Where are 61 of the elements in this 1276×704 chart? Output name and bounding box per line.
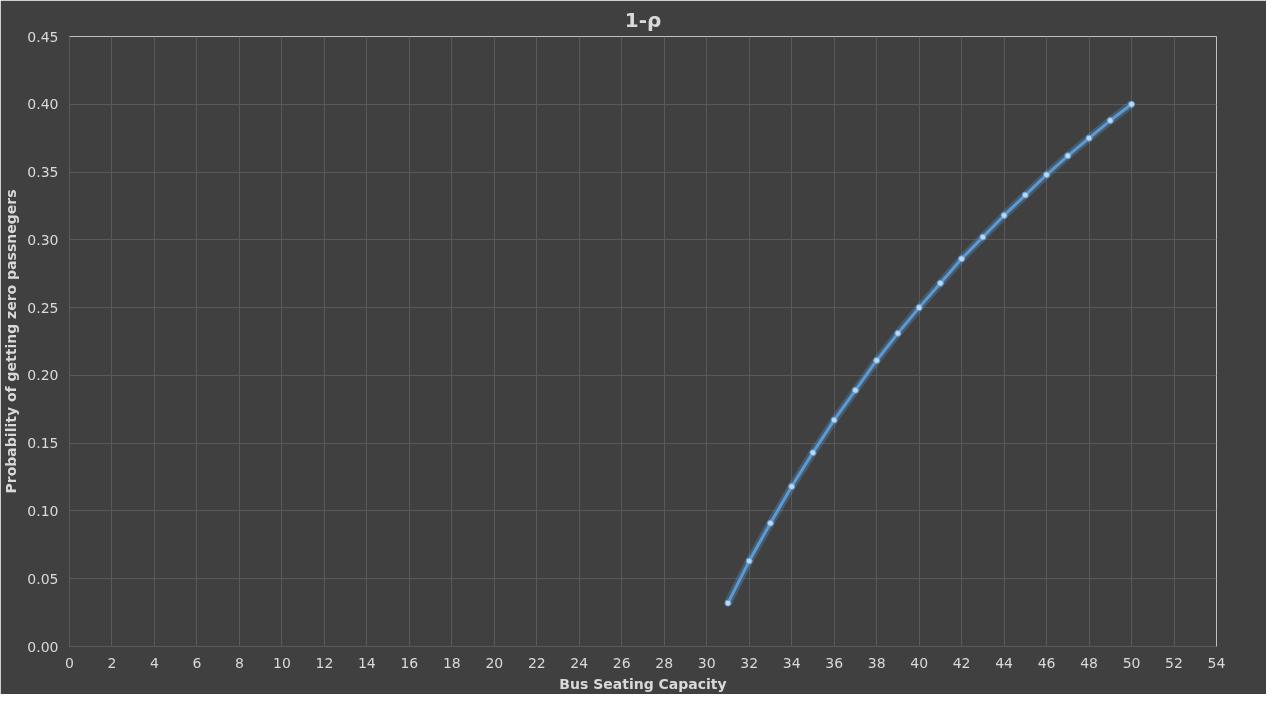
x-tick-label: 0 <box>65 654 74 671</box>
x-tick-label: 4 <box>150 654 160 671</box>
point <box>1085 134 1093 142</box>
point <box>894 329 902 337</box>
y-tick-label: 0.20 <box>27 367 59 384</box>
point <box>851 386 859 394</box>
point <box>1021 191 1029 199</box>
x-tick-label: 26 <box>612 654 631 671</box>
y-tick-label: 0.10 <box>27 502 59 519</box>
x-tick-label: 10 <box>273 654 291 671</box>
x-tick-label: 44 <box>995 654 1014 671</box>
point <box>830 416 838 424</box>
y-tick-label: 0.35 <box>27 164 59 181</box>
point <box>915 304 923 312</box>
x-tick-label: 40 <box>910 654 929 671</box>
y-tick-label: 0.00 <box>27 638 59 655</box>
point <box>979 233 987 241</box>
point <box>788 483 796 491</box>
x-tick-label: 32 <box>740 654 759 671</box>
y-tick-label: 0.15 <box>27 435 59 452</box>
x-tick-label: 2 <box>107 654 117 671</box>
x-tick-label: 36 <box>825 654 844 671</box>
x-tick-label: 34 <box>782 654 801 671</box>
x-tick-label: 28 <box>655 654 674 671</box>
x-tick-label: 24 <box>570 654 589 671</box>
x-tick-label: 54 <box>1207 654 1226 671</box>
y-tick-label: 0.45 <box>27 28 59 45</box>
y-tick-label: 0.30 <box>27 231 59 248</box>
x-tick-label: 48 <box>1080 654 1098 671</box>
x-tick-label: 50 <box>1122 654 1141 671</box>
point <box>873 356 881 364</box>
point <box>1064 152 1072 160</box>
y-axis-title: Probability of getting zero passnegers <box>3 189 20 494</box>
point <box>745 557 753 565</box>
x-tick-label: 42 <box>952 654 971 671</box>
x-tick-label: 18 <box>442 654 461 671</box>
y-tick-label: 0.25 <box>27 299 59 316</box>
x-tick-label: 52 <box>1165 654 1183 671</box>
x-tick-label: 14 <box>357 654 376 671</box>
x-tick-label: 16 <box>400 654 419 671</box>
y-tick-label: 0.40 <box>27 96 59 113</box>
x-tick-label: 6 <box>192 654 202 671</box>
x-tick-label: 8 <box>234 654 244 671</box>
point <box>809 449 817 457</box>
chart-title: 1-ρ <box>624 7 662 32</box>
x-tick-label: 20 <box>485 654 504 671</box>
y-tick-label: 0.05 <box>27 570 59 587</box>
point <box>1128 100 1136 108</box>
x-axis-title: Bus Seating Capacity <box>559 675 727 692</box>
x-tick-label: 30 <box>697 654 716 671</box>
point <box>766 519 774 527</box>
x-tick-label: 38 <box>867 654 886 671</box>
x-tick-label: 46 <box>1037 654 1056 671</box>
point <box>1043 171 1051 179</box>
point <box>936 279 944 287</box>
point <box>1106 117 1114 125</box>
x-tick-label: 22 <box>527 654 546 671</box>
point <box>958 255 966 263</box>
point <box>1000 211 1008 219</box>
point <box>724 599 732 607</box>
x-tick-label: 12 <box>315 654 334 671</box>
